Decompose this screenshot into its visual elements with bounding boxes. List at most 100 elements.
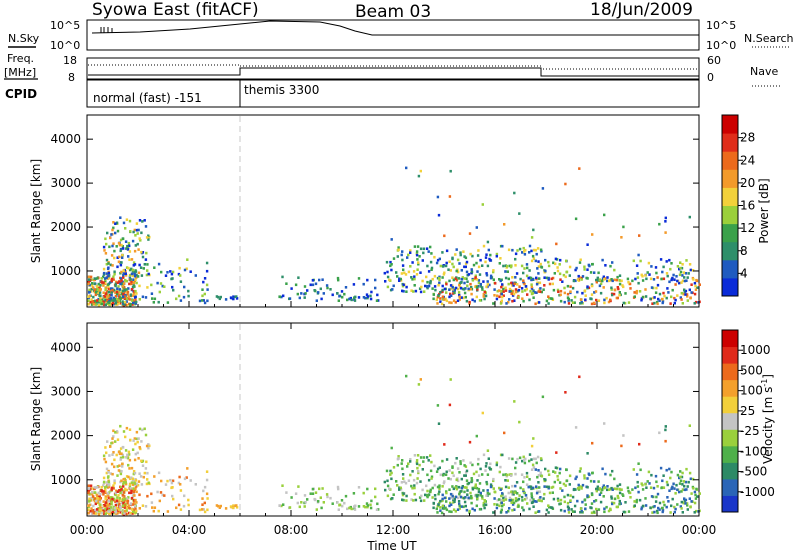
velocity-cell (125, 475, 129, 478)
velocity-cell (140, 483, 144, 486)
velocity-cell (415, 462, 419, 466)
power-cell (454, 286, 458, 290)
power-cell (468, 232, 472, 235)
power-cell (676, 294, 679, 297)
velocity-cell (112, 508, 115, 511)
x-tick-label: 00:00 (682, 523, 717, 537)
power-cell (575, 266, 578, 270)
power-cell (688, 263, 692, 266)
power-cell (94, 299, 97, 303)
power-cell (96, 288, 99, 291)
power-cell (89, 275, 93, 279)
velocity-cell (392, 493, 395, 496)
velocity-cell (102, 454, 106, 458)
power-cell (114, 284, 117, 288)
velocity-cell (471, 487, 475, 491)
power-cell (516, 290, 519, 293)
velocity-cell (112, 435, 115, 438)
power-cell (679, 266, 682, 270)
velocity-cell (584, 503, 587, 506)
velocity-cell (534, 457, 537, 461)
power-cell (486, 240, 490, 244)
velocity-cell (219, 504, 222, 508)
power-cell (92, 302, 95, 306)
velocity-cell (420, 494, 423, 498)
velocity-cell (303, 494, 307, 497)
velocity-cell (533, 500, 536, 503)
velocity-cell (537, 510, 541, 513)
velocity-cell (112, 429, 115, 433)
power-cell (186, 258, 189, 261)
power-cell (125, 279, 128, 283)
power-cell (500, 289, 503, 293)
power-cell (448, 301, 451, 304)
velocity-cell (611, 488, 614, 491)
power-cell (134, 234, 137, 237)
power-cell (465, 270, 469, 274)
power-cell (107, 283, 110, 286)
power-cell (206, 288, 209, 291)
velocity-cell (296, 501, 299, 505)
power-cell (87, 302, 90, 306)
velocity-cell (601, 486, 605, 489)
power-cell (679, 261, 682, 264)
power-cell (655, 271, 658, 275)
velocity-cell (458, 492, 461, 496)
velocity-cell (434, 497, 437, 501)
velocity-cell (508, 496, 512, 500)
velocity-cell (528, 459, 531, 463)
power-cell (96, 291, 99, 295)
velocity-cell (144, 467, 148, 470)
velocity-cell (671, 485, 674, 489)
velocity-cell (128, 491, 131, 495)
velocity-cell (669, 511, 672, 514)
velocity-cell (662, 486, 666, 489)
power-cell (449, 169, 452, 173)
power-cell (285, 282, 288, 285)
power-cell (370, 290, 373, 294)
velocity-cell (119, 424, 122, 428)
velocity-cell (668, 489, 671, 492)
velocity-cell (386, 494, 390, 498)
station-title: Syowa East (fitACF) (92, 0, 259, 20)
velocity-cell (486, 489, 489, 492)
velocity-cell (559, 498, 563, 502)
power-cell (460, 278, 464, 281)
power-cell (462, 250, 465, 253)
velocity-cell (205, 478, 209, 482)
velocity-cell (671, 497, 674, 501)
velocity-cell (609, 507, 612, 511)
velocity-cell (104, 507, 107, 511)
power-cell (573, 295, 577, 299)
velocity-cell (96, 496, 99, 500)
power-cell (421, 259, 424, 262)
power-cell (399, 277, 402, 281)
velocity-cell (426, 493, 429, 497)
velocity-cell (133, 437, 136, 440)
power-cell (303, 296, 306, 299)
velocity-cell (588, 473, 591, 477)
velocity-cell (655, 495, 658, 499)
velocity-cell (170, 481, 174, 485)
x-tick-label: 04:00 (172, 523, 207, 537)
velocity-cell (169, 478, 172, 482)
velocity-cell (139, 447, 142, 451)
power-cell (481, 203, 484, 206)
power-cell (489, 253, 492, 257)
velocity-cell (535, 485, 538, 488)
power-cell (135, 228, 139, 232)
power-cell (661, 300, 665, 303)
velocity-cell (502, 473, 505, 477)
power-cell (441, 298, 445, 301)
power-cell (405, 290, 408, 293)
velocity-cell (415, 459, 419, 462)
power-cell (134, 244, 137, 247)
velocity-cell (566, 505, 570, 508)
power-cell (119, 277, 123, 280)
power-cell (348, 297, 351, 301)
power-cell (694, 288, 698, 291)
velocity-cell (591, 493, 594, 497)
velocity-cell (667, 500, 670, 503)
power-cell (569, 285, 572, 288)
